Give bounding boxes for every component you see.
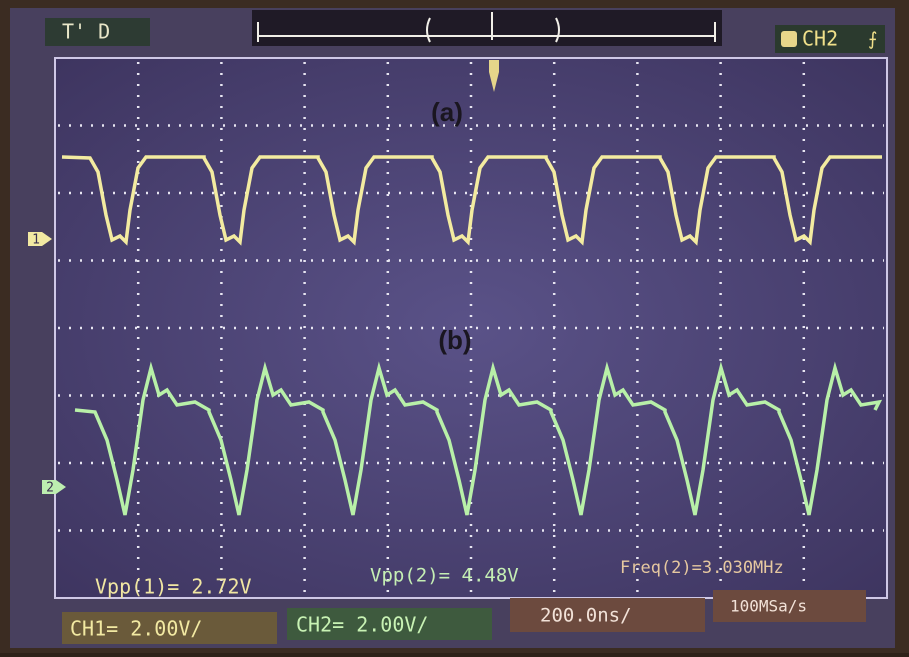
ch2-scale: CH2= 2.00V/ — [296, 613, 428, 637]
footer-box — [510, 598, 705, 632]
edge-icon: ⨍ — [868, 29, 877, 50]
channel-marker-label: 1 — [32, 233, 40, 248]
grid — [58, 62, 884, 595]
trace-a — [61, 155, 882, 246]
trigger-source: CH2 — [802, 27, 838, 51]
measurement: Vpp(2)= 4.48V — [370, 565, 519, 587]
measurement: Freq(2)=3.030MHz — [620, 558, 784, 578]
trace-label: (a) — [431, 97, 463, 127]
channel-marker — [28, 232, 52, 246]
trigger-marker — [489, 60, 499, 92]
trigger-status: T' D — [62, 20, 110, 44]
timebase: 200.0ns/ — [540, 605, 632, 627]
ch1-scale: CH1= 2.00V/ — [70, 617, 202, 641]
trace-label: (b) — [438, 325, 471, 355]
trace-b — [74, 361, 883, 516]
footer-box — [62, 612, 277, 644]
sample-rate: 100MSa/s — [730, 597, 807, 616]
footer-box — [713, 590, 866, 622]
channel-marker-label: 2 — [46, 481, 54, 496]
timebar — [252, 10, 722, 46]
channel-marker — [42, 480, 66, 494]
timebar-lines — [257, 12, 716, 43]
footer-box — [287, 608, 492, 640]
status-box — [45, 18, 150, 46]
trigger-icon — [781, 31, 797, 47]
measurement: Vpp(1)= 2.72V — [95, 575, 252, 599]
